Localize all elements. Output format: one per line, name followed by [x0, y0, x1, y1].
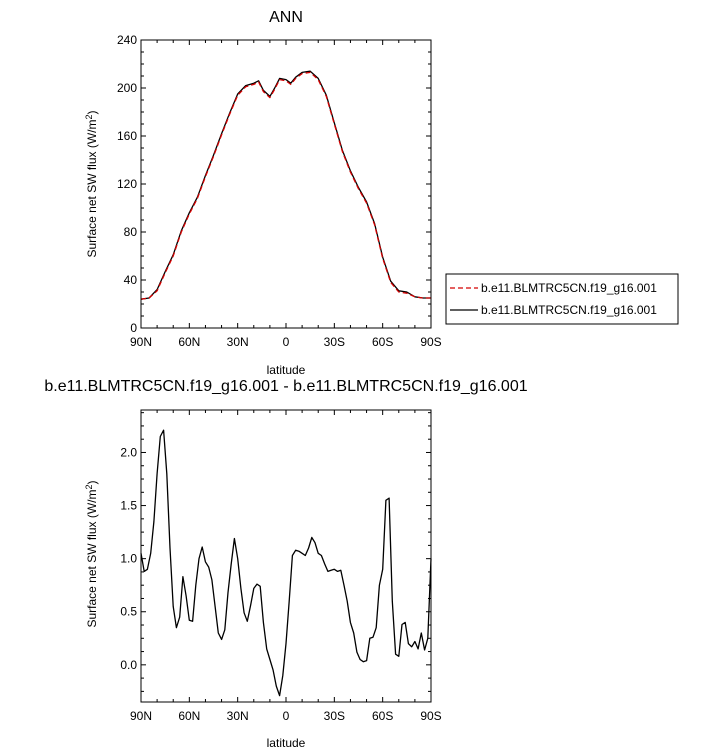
- top-x-axis-label: latitude: [267, 363, 306, 377]
- bottom-x-tick-label: 30N: [227, 709, 249, 723]
- bottom-series-line-1: [140, 429, 432, 697]
- top-y-tick-label: 80: [124, 225, 138, 239]
- top-y-tick-label: 160: [117, 129, 137, 143]
- legend: b.e11.BLMTRC5CN.f19_g16.001 b.e11.BLMTRC…: [445, 273, 679, 325]
- bottom-panel: b.e11.BLMTRC5CN.f19_g16.001 - b.e11.BLMT…: [44, 378, 527, 750]
- top-chart-title: ANN: [269, 9, 303, 26]
- top-x-tick-label: 30S: [324, 335, 345, 349]
- top-y-tick-label: 0: [130, 321, 137, 335]
- top-y-tick-label: 120: [117, 177, 137, 191]
- bottom-x-tick-label: 0: [283, 709, 290, 723]
- bottom-y-tick-label: 1.5: [120, 499, 137, 513]
- bottom-plot-area: 90N 60N 30N 0 30S 60S 90S 0.0 0.5 1.0 1.5 2.0: [120, 409, 442, 723]
- top-series-line-2: [140, 70, 431, 300]
- top-y-tick-label: 240: [117, 33, 137, 47]
- bottom-y-tick-label: 1.0: [120, 552, 137, 566]
- top-x-tick-label: 0: [283, 335, 290, 349]
- bottom-x-axis-label: latitude: [267, 736, 306, 750]
- top-panel: ANN 90N 60N 30N 0 30S 60S 90S 0 40 80 120 160 200 240…: [84, 9, 679, 377]
- top-x-tick-label: 60S: [372, 335, 393, 349]
- bottom-x-tick-label: 90N: [130, 709, 152, 723]
- top-y-tick-label: 40: [124, 273, 138, 287]
- bottom-y-tick-label: 0.5: [120, 605, 137, 619]
- top-y-tick-label: 200: [117, 81, 137, 95]
- bottom-y-tick-label: 0.0: [120, 658, 137, 672]
- bottom-x-tick-label: 30S: [324, 709, 345, 723]
- top-y-axis-label: Surface net SW flux (W/m2): [84, 110, 99, 257]
- legend-box: [445, 273, 679, 325]
- legend-entry-series-2: b.e11.BLMTRC5CN.f19_g16.001: [481, 303, 657, 317]
- top-x-tick-label: 30N: [227, 335, 249, 349]
- bottom-chart-title: b.e11.BLMTRC5CN.f19_g16.001 - b.e11.BLMT…: [44, 378, 527, 395]
- top-x-tick-label: 90N: [130, 335, 152, 349]
- bottom-y-tick-label: 2.0: [120, 445, 137, 459]
- bottom-x-tick-label: 60N: [178, 709, 200, 723]
- top-series-line-1: [140, 71, 431, 300]
- bottom-plot-frame: [140, 409, 432, 703]
- top-x-tick-label: 60N: [178, 335, 200, 349]
- bottom-y-axis-label: Surface net SW flux (W/m2): [84, 480, 99, 627]
- top-x-tick-label: 90S: [420, 335, 441, 349]
- top-plot-area: 90N 60N 30N 0 30S 60S 90S 0 40 80 120 160 200 240: [117, 33, 442, 349]
- bottom-x-tick-label: 90S: [420, 709, 441, 723]
- legend-entry-series-1: b.e11.BLMTRC5CN.f19_g16.001: [481, 281, 657, 295]
- top-plot-frame: [140, 39, 432, 329]
- bottom-x-tick-label: 60S: [372, 709, 393, 723]
